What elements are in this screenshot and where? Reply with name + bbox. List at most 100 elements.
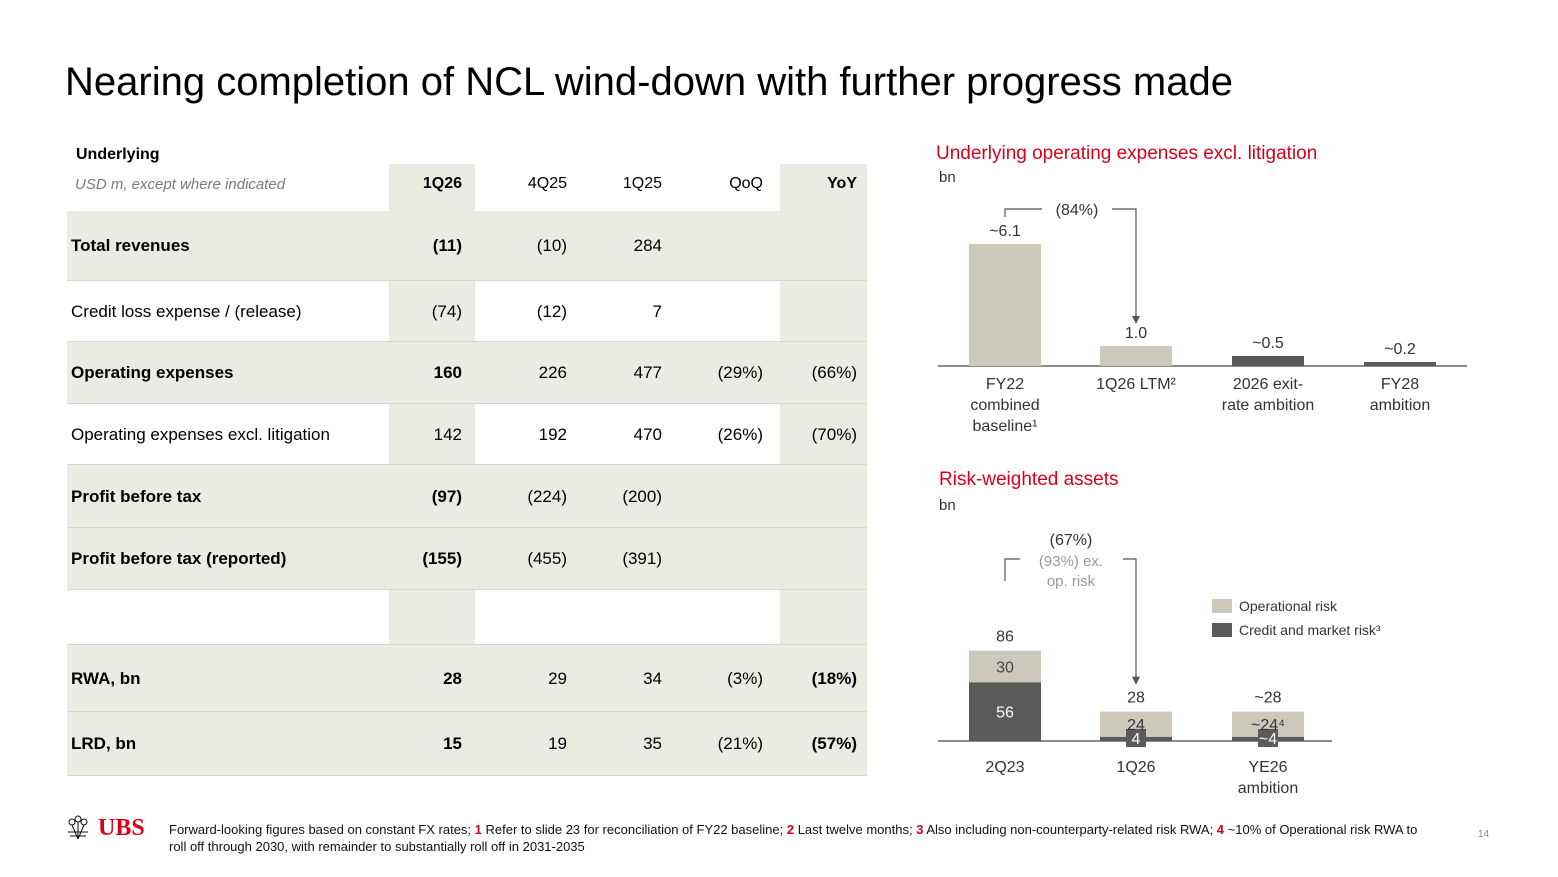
row-divider (67, 280, 867, 281)
bar (1364, 362, 1436, 366)
row-divider (67, 527, 867, 528)
data-label: 1.0 (1125, 325, 1147, 342)
row-value (683, 465, 763, 528)
page-title: Nearing completion of NCL wind-down with… (65, 60, 1233, 104)
category-label: ambition (1370, 397, 1430, 414)
row-value (683, 211, 763, 281)
row-value (683, 281, 763, 342)
highlight-cell (389, 590, 475, 645)
table-row (67, 590, 867, 645)
row-value: 15 (443, 734, 462, 753)
segment-label-bg (1258, 729, 1278, 747)
row-value (683, 528, 763, 590)
column-header: 1Q26 (422, 175, 462, 192)
highlight-cell (780, 590, 867, 645)
segment-label: ~4 (1259, 731, 1277, 748)
category-label: YE26 (1248, 759, 1287, 776)
row-value: 28 (443, 668, 462, 688)
arrow-left (1004, 208, 1042, 217)
segment-label: 4 (1132, 731, 1141, 748)
annotation: (67%) (1050, 532, 1093, 549)
row-divider (67, 775, 867, 776)
row-divider (67, 464, 867, 465)
row-value: 160 (433, 363, 462, 382)
footnote-text-0: Forward-looking figures based on constan… (169, 822, 475, 837)
table-row: Operating expenses 160 226 477 (29%) (66%) (67, 342, 867, 404)
opex-chart-unit: bn (939, 169, 956, 186)
row-value: 29 (548, 668, 567, 688)
table-heading: Underlying (76, 146, 160, 163)
table-subheading: USD m, except where indicated (75, 175, 286, 193)
row-label: Total revenues (71, 236, 190, 255)
bar (969, 244, 1041, 366)
legend-swatch (1212, 623, 1232, 637)
table-row: Profit before tax (reported) (155) (455) (3… (67, 528, 867, 590)
row-value: 142 (433, 424, 462, 444)
keys-icon (68, 815, 88, 840)
row-value (582, 590, 662, 645)
opex-chart: ~6.1 FY22 combined baseline¹ 1.0 1Q26 LTM² ~0.… (938, 202, 1467, 435)
row-value: (10) (536, 236, 567, 255)
row-divider (67, 403, 867, 404)
data-label: ~6.1 (989, 223, 1021, 240)
legend-swatch (1212, 599, 1232, 613)
category-label: combined (970, 397, 1039, 414)
logo-text: UBS (98, 814, 145, 841)
rwa-chart-unit: bn (939, 497, 956, 514)
bar-operational (969, 650, 1041, 683)
footnote-text-2: Last twelve months; (794, 822, 917, 837)
row-value: (21%) (717, 734, 763, 753)
table-row: Operating expenses excl. litigation 142 19… (67, 404, 867, 465)
category-label: 1Q26 (1116, 759, 1155, 776)
row-value: (70%) (811, 424, 857, 444)
row-value (683, 590, 763, 645)
table-row: Credit loss expense / (release) (74) (12) 7 (67, 281, 867, 342)
row-value: (155) (422, 549, 462, 568)
row-value: (57%) (811, 734, 857, 753)
highlight-cell (780, 281, 867, 342)
row-value: 7 (652, 301, 662, 321)
row-value: (74) (431, 301, 462, 321)
category-label: 2026 exit- (1233, 376, 1303, 393)
row-value: (3%) (727, 668, 763, 688)
row-label: Operating expenses (71, 363, 234, 382)
category-label: rate ambition (1222, 397, 1315, 414)
total-label: 86 (996, 629, 1014, 646)
row-value: (455) (527, 549, 567, 568)
bar-credit-market (969, 682, 1041, 741)
row-value: 19 (548, 734, 567, 753)
footnote-num-4: 4 (1216, 822, 1225, 837)
row-value: (26%) (717, 424, 763, 444)
row-value: (224) (527, 486, 567, 506)
ubs-logo: UBS (64, 814, 145, 842)
segment-label: ~24⁴ (1251, 717, 1285, 734)
table-row: Profit before tax (97) (224) (200) (67, 465, 867, 528)
row-label: Profit before tax (71, 486, 202, 506)
row-divider (67, 644, 867, 645)
row-value: (29%) (717, 363, 763, 382)
row-value (382, 590, 462, 645)
row-value (777, 465, 857, 528)
row-value: 192 (538, 424, 567, 444)
highlight-cell (389, 404, 475, 465)
category-label: 2Q23 (985, 759, 1024, 776)
highlight-cell (389, 281, 475, 342)
row-value: 226 (538, 363, 567, 382)
row-divider (67, 711, 867, 712)
row-label: RWA, bn (71, 668, 141, 688)
category-label: 1Q26 LTM² (1096, 376, 1176, 393)
category-label: FY28 (1381, 376, 1419, 393)
annotation: op. risk (1047, 573, 1096, 590)
rwa-chart: 56 30 86 2Q23 424 28 1Q26 ~4~24⁴ ~28 YE26 ambition… (938, 532, 1381, 797)
row-value: (97) (431, 486, 462, 506)
row-value (487, 590, 567, 645)
row-divider (67, 589, 867, 590)
row-value: (12) (536, 301, 567, 321)
column-header: 4Q25 (527, 175, 567, 192)
column-header: QoQ (729, 175, 763, 192)
row-value: (11) (432, 236, 462, 255)
arrow-head (1132, 316, 1140, 324)
row-value (777, 528, 857, 590)
footnote-text-4: ~10% of Operational risk RWA to roll off… (169, 822, 1418, 854)
category-label: ambition (1238, 780, 1298, 797)
